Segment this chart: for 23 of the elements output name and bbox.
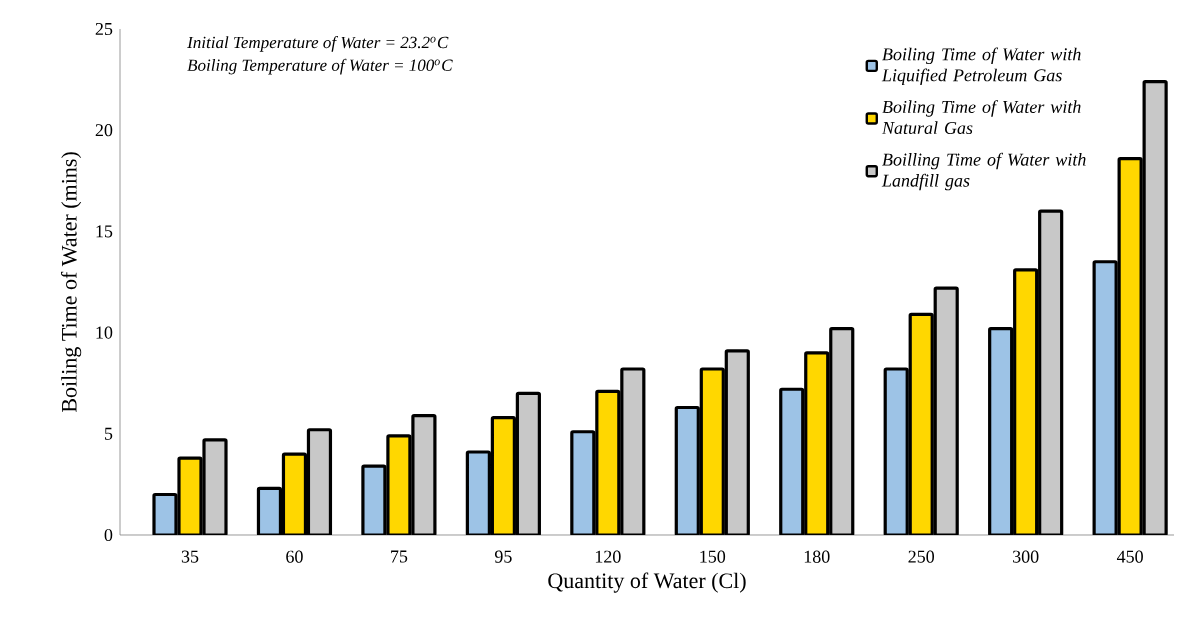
y-tick-label: 25 [95, 22, 113, 36]
x-tick-label: 150 [700, 550, 726, 563]
x-tick-label: 450 [1116, 550, 1143, 563]
x-axis-title: Quantity of Water (Cl) [548, 572, 746, 593]
x-tick-label: 35 [181, 550, 199, 563]
legend-label: Boilling Time of Water with Landfill gas [881, 152, 1086, 191]
x-tick-label: 120 [595, 550, 621, 563]
x-tick-label: 180 [804, 550, 830, 563]
annotation: Boiling Temperature of Water = 100$^{o}$C [187, 58, 453, 75]
legend-label: Boiling Time of Water with Natural Gas [881, 100, 1081, 135]
x-tick-label: 60 [286, 550, 303, 563]
y-axis-title: Boiling Time of Water (mins) [60, 152, 82, 413]
x-tick-label: 75 [391, 550, 408, 563]
y-tick-label: 20 [95, 124, 113, 137]
y-tick-label: 15 [96, 225, 113, 238]
y-tick-label: 10 [96, 326, 113, 339]
legend-label: Boiling Time of Water with Liquified Petroleum Gas [881, 47, 1081, 86]
y-tick-label: 0 [104, 528, 113, 542]
x-tick-label: 300 [1013, 550, 1039, 563]
y-tick-label: 5 [104, 427, 113, 440]
x-tick-label: 95 [494, 550, 512, 563]
x-tick-label: 250 [908, 550, 935, 563]
annotation: Initial Temperature of Water = 23.2$^{o}$C [187, 36, 449, 52]
